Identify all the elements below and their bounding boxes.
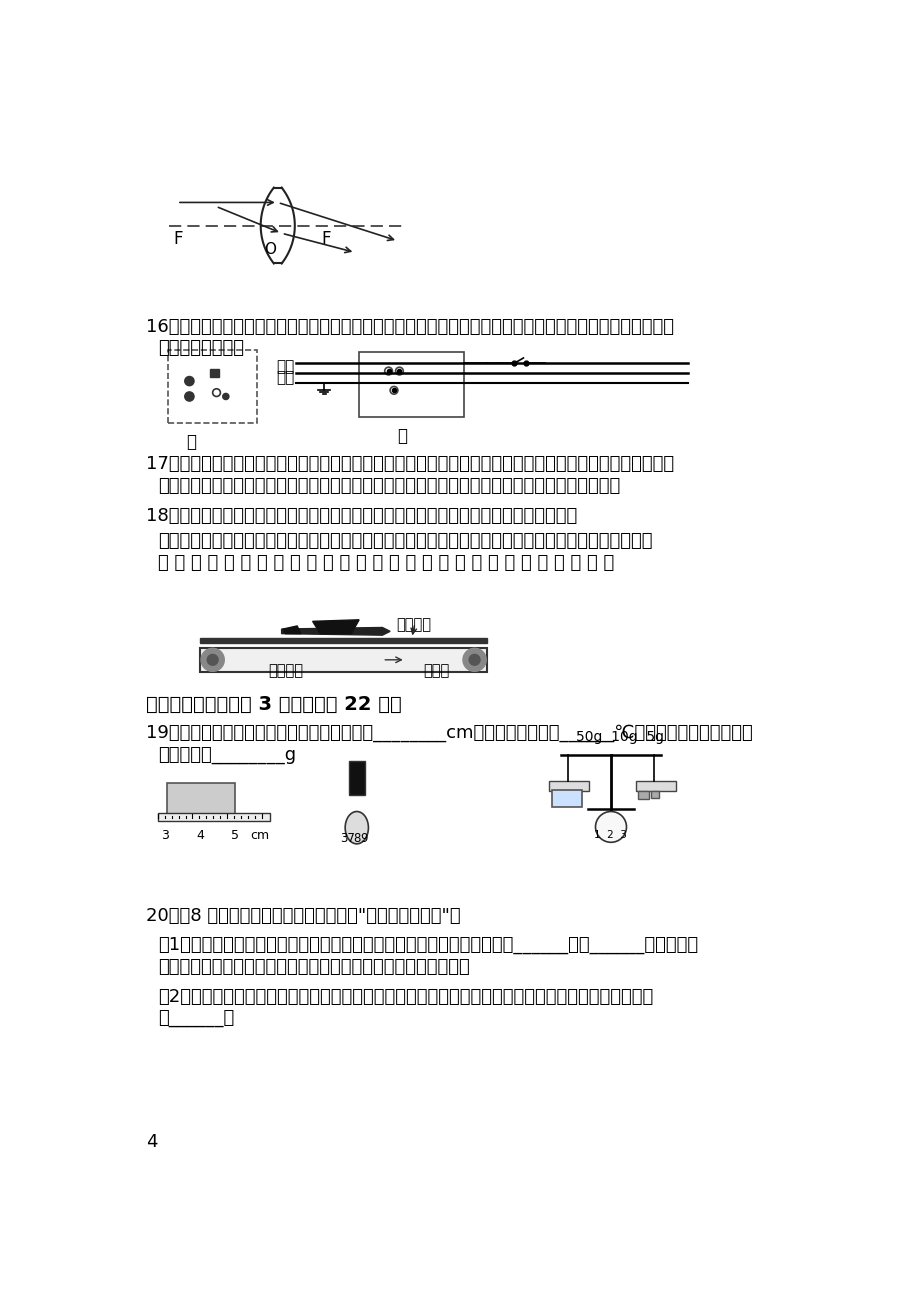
Circle shape [185,376,194,385]
Polygon shape [281,628,390,635]
Circle shape [185,392,194,401]
Text: 当蒸汽进入弹射汽缸后通过牵引器拉动飞机快速运动使飞机达到起飞的速度，使飞机实现短距离、大载量: 当蒸汽进入弹射汽缸后通过牵引器拉动飞机快速运动使飞机达到起飞的速度，使飞机实现短… [158,533,652,549]
Text: F: F [321,230,330,249]
Polygon shape [283,626,301,634]
Text: 其作用效果相互抵消，相当于小车只受水平方向上的阻力的作用；: 其作用效果相互抵消，相当于小车只受水平方向上的阻力的作用； [158,958,470,975]
Text: 20．（8 分）用如图所示的实验装置研究"运动和力的关系"。: 20．（8 分）用如图所示的实验装置研究"运动和力的关系"。 [146,907,460,924]
Circle shape [201,648,224,672]
Bar [650,792,658,798]
Text: 3: 3 [161,829,169,842]
Text: 4: 4 [146,1133,157,1151]
Text: 4: 4 [196,829,204,842]
Circle shape [222,393,229,400]
Text: 的总质量是________g: 的总质量是________g [158,746,296,764]
Text: cm: cm [250,829,269,842]
Bar [551,790,581,807]
Text: 四．实验探究题（共 3 小题，满分 22 分）: 四．实验探究题（共 3 小题，满分 22 分） [146,695,402,715]
Text: 接在家庭电路中。: 接在家庭电路中。 [158,340,244,358]
Text: 的______；: 的______； [158,1009,234,1027]
Text: 18．航空母舰上的蒸汽弹射器可以辅助战斗机的起飞，它的原理图可以简化成如图所示。: 18．航空母舰上的蒸汽弹射器可以辅助战斗机的起飞，它的原理图可以简化成如图所示。 [146,508,576,526]
Text: 50g  10g  5g: 50g 10g 5g [575,730,664,743]
Text: F: F [174,230,183,249]
Circle shape [207,655,218,665]
Bar [210,368,219,378]
Bar [166,783,235,815]
Ellipse shape [345,811,368,844]
Text: 乙: 乙 [396,427,406,444]
Text: 9: 9 [360,832,368,845]
Bar [358,352,463,417]
Text: 5: 5 [231,829,239,842]
Text: 牵引器: 牵引器 [423,663,449,678]
Text: 8: 8 [353,832,360,845]
Text: 零线: 零线 [276,370,294,385]
Text: O: O [264,242,276,258]
Text: 16．如图甲是家庭电路中，开关同时控制二孔、三孔的插座（虚线表示背面连接），请在图乙中将其正确地连: 16．如图甲是家庭电路中，开关同时控制二孔、三孔的插座（虚线表示背面连接），请在… [146,318,674,336]
Circle shape [595,811,626,842]
Text: （1）让小车从斜面上滑下后沿水平面运动是为了使小车在竖直方向受到的______力和______力相平衡，: （1）让小车从斜面上滑下后沿水平面运动是为了使小车在竖直方向受到的______力… [158,936,698,954]
Text: 1  2  3: 1 2 3 [594,829,626,840]
Text: 飞行甲板: 飞行甲板 [396,617,431,631]
Polygon shape [312,620,358,634]
Bar [200,647,486,672]
Text: 17．水是生命之源，地球上水的储量虽然很多，但是淡水资源非常紧张，仅占全球总水量的百分之二点七，合: 17．水是生命之源，地球上水的储量虽然很多，但是淡水资源非常紧张，仅占全球总水量… [146,454,674,473]
Bar [348,762,364,796]
Circle shape [469,655,480,665]
Circle shape [462,648,486,672]
Bar [157,812,269,820]
Bar [638,792,648,799]
Text: 起 飞 。 若 要 使 飞 机 更 易 起 飞 ， 应 该 逆 风 还 是 顺 风 弹 射 ？ 为 什 么 ？: 起 飞 。 若 要 使 飞 机 更 易 起 飞 ， 应 该 逆 风 还 是 顺 … [158,553,614,572]
Bar [635,781,675,792]
Text: 37: 37 [339,832,354,845]
Text: 甲: 甲 [186,432,196,450]
Text: 理利用和保护水资源是我们又不容辞的责任。请你就生活中如何做到节约用水提出两条合理建议。: 理利用和保护水资源是我们又不容辞的责任。请你就生活中如何做到节约用水提出两条合理… [158,477,620,495]
Text: 火线: 火线 [276,359,294,375]
Text: 19．分别读出如图的读数：图中木块的长度是________cm，体温计的读数为______℃，天平平衡时烧杯和液体: 19．分别读出如图的读数：图中木块的长度是________cm，体温计的读数为_… [146,724,752,742]
Bar [549,781,589,792]
Text: 弹射汽缸: 弹射汽缸 [267,663,302,678]
Bar [167,350,256,423]
Bar [200,638,486,643]
Text: （2）每次让小车从同一个斜面的同一高度位置由静止开始滑下，是为了使小车滑到斜面底端时具有相同: （2）每次让小车从同一个斜面的同一高度位置由静止开始滑下，是为了使小车滑到斜面底… [158,988,652,1006]
